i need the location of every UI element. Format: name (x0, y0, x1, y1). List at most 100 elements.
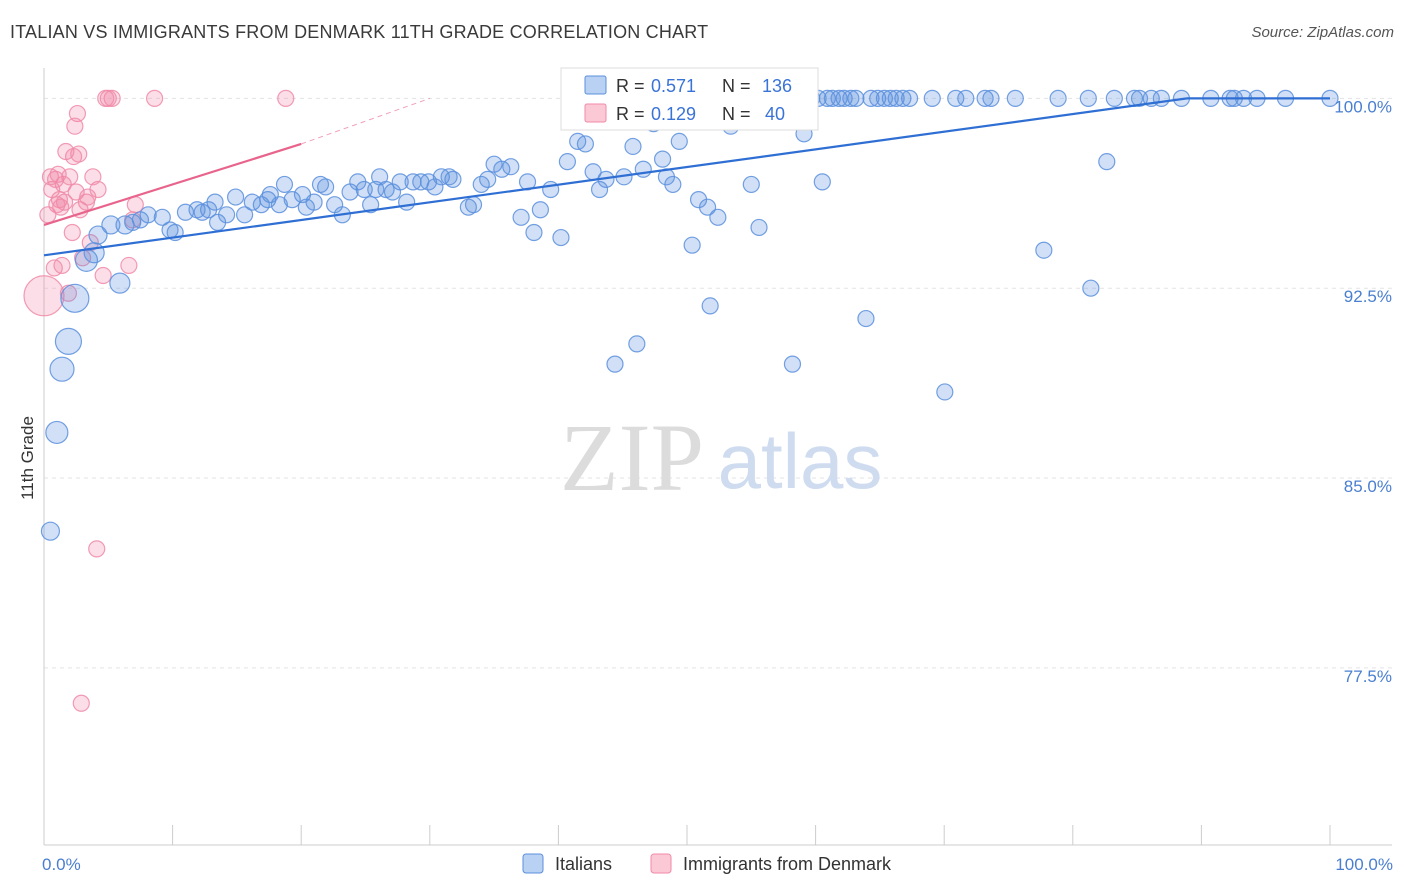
italians-point-119 (936, 383, 954, 401)
denmark-point-29 (120, 256, 138, 275)
denmark-point-14 (63, 223, 81, 242)
italians-point-48 (391, 173, 409, 191)
italians-point-32 (283, 191, 301, 209)
italians-point-85 (670, 132, 688, 150)
italians-point-86 (683, 236, 701, 254)
watermark-zip: ZIP (560, 404, 704, 511)
italians-point-121 (957, 89, 975, 107)
italians-point-56 (444, 170, 462, 188)
italians-point-67 (531, 201, 549, 219)
italians-point-112 (869, 89, 887, 107)
italians-point-132 (1130, 89, 1149, 107)
series-italians-points (40, 89, 1339, 541)
stats-box: R = 0.571 N = 136 R = 0.129 N = 40 (560, 67, 819, 131)
italians-point-134 (1152, 89, 1170, 107)
italians-point-30 (270, 196, 288, 214)
italians-point-13 (139, 206, 157, 224)
legend-item-italians[interactable]: Italians (522, 853, 612, 874)
stats-italians-n-label: N = (722, 76, 751, 96)
trend-lines (43, 97, 1330, 257)
italians-point-118 (923, 89, 941, 107)
tick-labels: 100.0% 92.5% 85.0% 77.5% 0.0% 100.0% (42, 97, 1393, 874)
italians-point-84 (664, 175, 682, 194)
italians-point-7 (88, 225, 108, 245)
italians-point-0 (40, 521, 61, 541)
italians-point-2 (49, 356, 75, 382)
italians-point-53 (426, 178, 444, 196)
x-tick-label-left: 0.0% (42, 855, 81, 874)
italians-point-104 (818, 89, 836, 107)
legend-italians-label: Italians (555, 854, 612, 874)
y-tick-label-1: 92.5% (1344, 287, 1392, 306)
x-tick-label-right: 100.0% (1335, 855, 1393, 874)
italians-point-31 (275, 175, 294, 194)
italians-point-43 (362, 196, 380, 214)
italians-point-66 (525, 223, 543, 242)
denmark-point-20 (72, 694, 90, 712)
italians-point-114 (881, 89, 899, 107)
italians-point-94 (750, 218, 768, 237)
italians-point-78 (624, 137, 642, 156)
italians-point-22 (206, 193, 224, 211)
italians-point-37 (317, 178, 335, 196)
legend-item-denmark[interactable]: Immigrants from Denmark (650, 853, 892, 874)
grid-lines (44, 97, 1392, 669)
denmark-point-18 (68, 104, 87, 123)
italians-point-115 (887, 89, 905, 107)
italians-point-35 (305, 193, 323, 211)
stats-italians-r-value: 0.571 (651, 76, 696, 96)
y-tick-label-2: 85.0% (1344, 477, 1392, 496)
italians-point-120 (947, 89, 965, 107)
denmark-point-28 (103, 89, 121, 107)
italians-point-129 (1098, 153, 1116, 171)
italians-point-109 (847, 89, 865, 107)
trendline-italians (43, 97, 1188, 257)
denmark-point-27 (94, 266, 112, 285)
italians-point-64 (512, 208, 530, 226)
denmark-point-16 (66, 117, 84, 135)
italians-point-111 (862, 89, 880, 107)
italians-point-24 (227, 188, 245, 206)
italians-point-110 (857, 309, 875, 328)
stats-denmark-r-value: 0.129 (651, 104, 696, 124)
italians-point-63 (502, 158, 520, 176)
italians-point-122 (976, 89, 994, 107)
italians-point-4 (60, 283, 90, 313)
italians-point-23 (218, 206, 236, 224)
denmark-point-26 (89, 180, 107, 199)
axes (43, 68, 1392, 846)
legend-denmark-swatch (650, 853, 672, 874)
italians-point-3 (54, 327, 83, 355)
denmark-point-0 (23, 275, 65, 317)
denmark-point-25 (88, 540, 106, 558)
italians-point-60 (479, 170, 497, 188)
watermark: ZIP atlas (560, 404, 882, 511)
italians-point-128 (1082, 279, 1100, 297)
italians-point-127 (1079, 89, 1097, 107)
stats-italians-r-label: R = (616, 76, 645, 96)
italians-point-74 (590, 180, 609, 199)
italians-point-89 (698, 198, 717, 216)
italians-point-11 (109, 272, 131, 294)
italians-point-125 (1035, 241, 1053, 259)
italians-point-69 (552, 228, 570, 247)
stats-denmark-r-label: R = (616, 104, 645, 124)
stats-italians-n-value: 136 (762, 76, 792, 96)
denmark-point-33 (145, 89, 164, 107)
italians-point-82 (653, 150, 672, 168)
italians-point-123 (982, 89, 1000, 107)
source-label[interactable]: Source: ZipAtlas.com (1251, 24, 1394, 41)
italians-point-108 (842, 89, 860, 107)
italians-point-105 (823, 89, 841, 107)
denmark-point-37 (97, 89, 115, 107)
italians-point-58 (464, 196, 483, 214)
stats-denmark-swatch (584, 103, 607, 123)
italians-point-117 (900, 89, 919, 107)
stats-denmark-n-label: N = (722, 104, 751, 124)
italians-point-130 (1105, 89, 1123, 107)
italians-point-6 (83, 242, 105, 264)
legend-denmark-label: Immigrants from Denmark (683, 854, 892, 874)
italians-point-103 (813, 173, 831, 191)
trendline-denmark-dashed (301, 97, 430, 145)
italians-point-98 (783, 355, 802, 373)
